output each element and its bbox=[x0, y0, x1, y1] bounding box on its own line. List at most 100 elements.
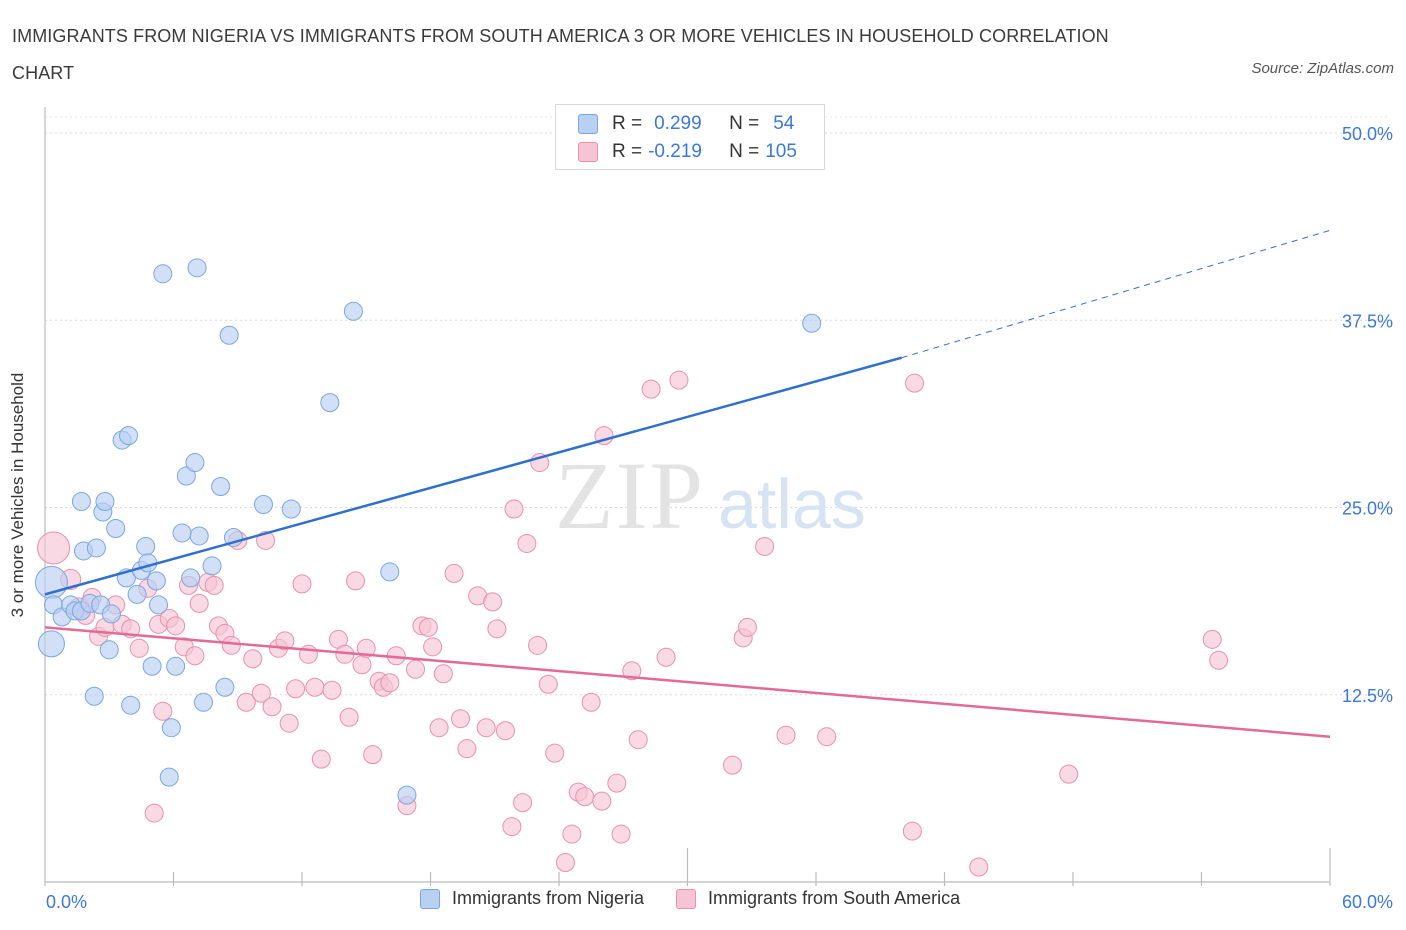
data-point-nigeria bbox=[215, 677, 235, 697]
legend-r-label: R = bbox=[612, 141, 643, 162]
data-point-nigeria bbox=[95, 492, 115, 512]
data-point-south-america bbox=[429, 718, 449, 738]
data-point-south-america bbox=[356, 638, 376, 658]
trend-line-nigeria bbox=[44, 356, 902, 596]
data-point-south-america bbox=[37, 531, 71, 565]
data-point-south-america bbox=[555, 853, 575, 873]
data-point-nigeria bbox=[172, 523, 192, 543]
data-point-nigeria bbox=[159, 767, 179, 787]
data-point-south-america bbox=[545, 743, 565, 763]
axes bbox=[44, 107, 1331, 886]
data-point-nigeria bbox=[146, 571, 166, 591]
data-point-nigeria bbox=[127, 584, 147, 604]
data-point-nigeria bbox=[86, 538, 106, 558]
y-tick-label: 37.5% bbox=[1342, 311, 1393, 331]
data-point-south-america bbox=[406, 659, 426, 679]
legend-n-value: 105 bbox=[765, 141, 797, 162]
trend-line-south-america bbox=[44, 626, 1331, 738]
data-point-south-america bbox=[339, 707, 359, 727]
series-nigeria-points bbox=[34, 258, 822, 805]
data-point-south-america bbox=[622, 661, 642, 681]
data-point-south-america bbox=[457, 739, 477, 759]
y-tick-label: 25.0% bbox=[1342, 499, 1393, 519]
data-point-south-america bbox=[722, 755, 742, 775]
data-point-south-america bbox=[504, 499, 524, 519]
data-point-south-america bbox=[423, 637, 443, 657]
data-point-nigeria bbox=[142, 656, 162, 676]
data-point-south-america bbox=[611, 824, 631, 844]
data-point-nigeria bbox=[281, 499, 301, 519]
data-point-south-america bbox=[189, 593, 209, 613]
legend-swatch-nigeria bbox=[420, 888, 440, 909]
data-point-south-america bbox=[476, 718, 496, 738]
legend-r-value: -0.219 bbox=[648, 141, 702, 162]
data-point-south-america bbox=[279, 713, 299, 733]
legend-label-south-america: Immigrants from South America bbox=[708, 888, 961, 908]
data-point-nigeria bbox=[185, 453, 205, 473]
data-point-south-america bbox=[262, 697, 282, 717]
data-point-south-america bbox=[129, 638, 149, 658]
data-point-south-america bbox=[502, 817, 522, 837]
legend-r-value: 0.299 bbox=[654, 113, 702, 134]
data-point-south-america bbox=[592, 791, 612, 811]
data-point-nigeria bbox=[136, 536, 156, 556]
x-tick-label: 0.0% bbox=[46, 892, 87, 912]
data-point-south-america bbox=[575, 787, 595, 807]
data-point-south-america bbox=[656, 647, 676, 667]
data-point-nigeria bbox=[380, 562, 400, 582]
data-point-south-america bbox=[251, 683, 271, 703]
data-point-nigeria bbox=[187, 258, 207, 278]
data-point-south-america bbox=[517, 533, 537, 553]
data-point-south-america bbox=[144, 803, 164, 823]
y-tick-label: 12.5% bbox=[1342, 686, 1393, 706]
zipatlas-watermark: ZIP atlas bbox=[555, 442, 866, 549]
data-point-south-america bbox=[292, 574, 312, 594]
data-point-south-america bbox=[487, 619, 507, 639]
watermark-zip: ZIP bbox=[555, 442, 705, 549]
data-point-south-america bbox=[275, 631, 295, 651]
legend-row-south-america: R = -0.219 N = 105 bbox=[578, 138, 797, 166]
chart-title: IMMIGRANTS FROM NIGERIA VS IMMIGRANTS FR… bbox=[12, 26, 1109, 83]
data-point-nigeria bbox=[99, 640, 119, 660]
data-point-nigeria bbox=[202, 556, 222, 576]
data-point-south-america bbox=[185, 646, 205, 666]
data-point-south-america bbox=[513, 793, 533, 813]
data-point-south-america bbox=[817, 727, 837, 747]
data-point-south-america bbox=[538, 674, 558, 694]
data-point-south-america bbox=[905, 373, 925, 393]
data-point-nigeria bbox=[106, 518, 126, 538]
tick-labels: 12.5% 25.0% 37.5% 50.0% 0.0% 60.0% bbox=[46, 124, 1393, 912]
data-point-nigeria bbox=[181, 568, 201, 588]
data-point-south-america bbox=[1209, 650, 1229, 670]
data-point-nigeria bbox=[121, 695, 141, 715]
data-point-south-america bbox=[433, 664, 453, 684]
data-point-south-america bbox=[628, 730, 648, 750]
data-point-south-america bbox=[166, 616, 186, 636]
legend-item-south-america[interactable]: Immigrants from South America bbox=[676, 888, 960, 909]
data-point-nigeria bbox=[397, 785, 417, 805]
legend-swatch-south-america bbox=[676, 888, 697, 909]
data-point-south-america bbox=[380, 673, 400, 693]
data-point-south-america bbox=[236, 692, 256, 712]
data-point-nigeria bbox=[149, 595, 169, 615]
legend-item-nigeria[interactable]: Immigrants from Nigeria bbox=[420, 888, 644, 909]
data-point-south-america bbox=[776, 725, 796, 745]
grid-lines bbox=[45, 116, 1390, 696]
data-point-south-america bbox=[669, 370, 689, 390]
data-point-south-america bbox=[562, 824, 582, 844]
data-point-south-america bbox=[450, 709, 470, 729]
trend-lines bbox=[44, 229, 1331, 738]
x-tick-label: 60.0% bbox=[1342, 892, 1393, 912]
data-point-south-america bbox=[902, 821, 922, 841]
data-point-nigeria bbox=[219, 325, 239, 345]
correlation-legend: R = 0.299 N = 54 R = -0.219 N = 105 bbox=[555, 104, 825, 170]
data-point-nigeria bbox=[138, 553, 158, 573]
data-point-nigeria bbox=[193, 692, 213, 712]
data-point-south-america bbox=[755, 536, 775, 556]
legend-r-label: R = bbox=[612, 113, 643, 134]
data-point-south-america bbox=[346, 571, 366, 591]
legend-row-nigeria: R = 0.299 N = 54 bbox=[578, 110, 794, 138]
data-point-south-america bbox=[581, 692, 601, 712]
data-point-nigeria bbox=[84, 686, 104, 706]
